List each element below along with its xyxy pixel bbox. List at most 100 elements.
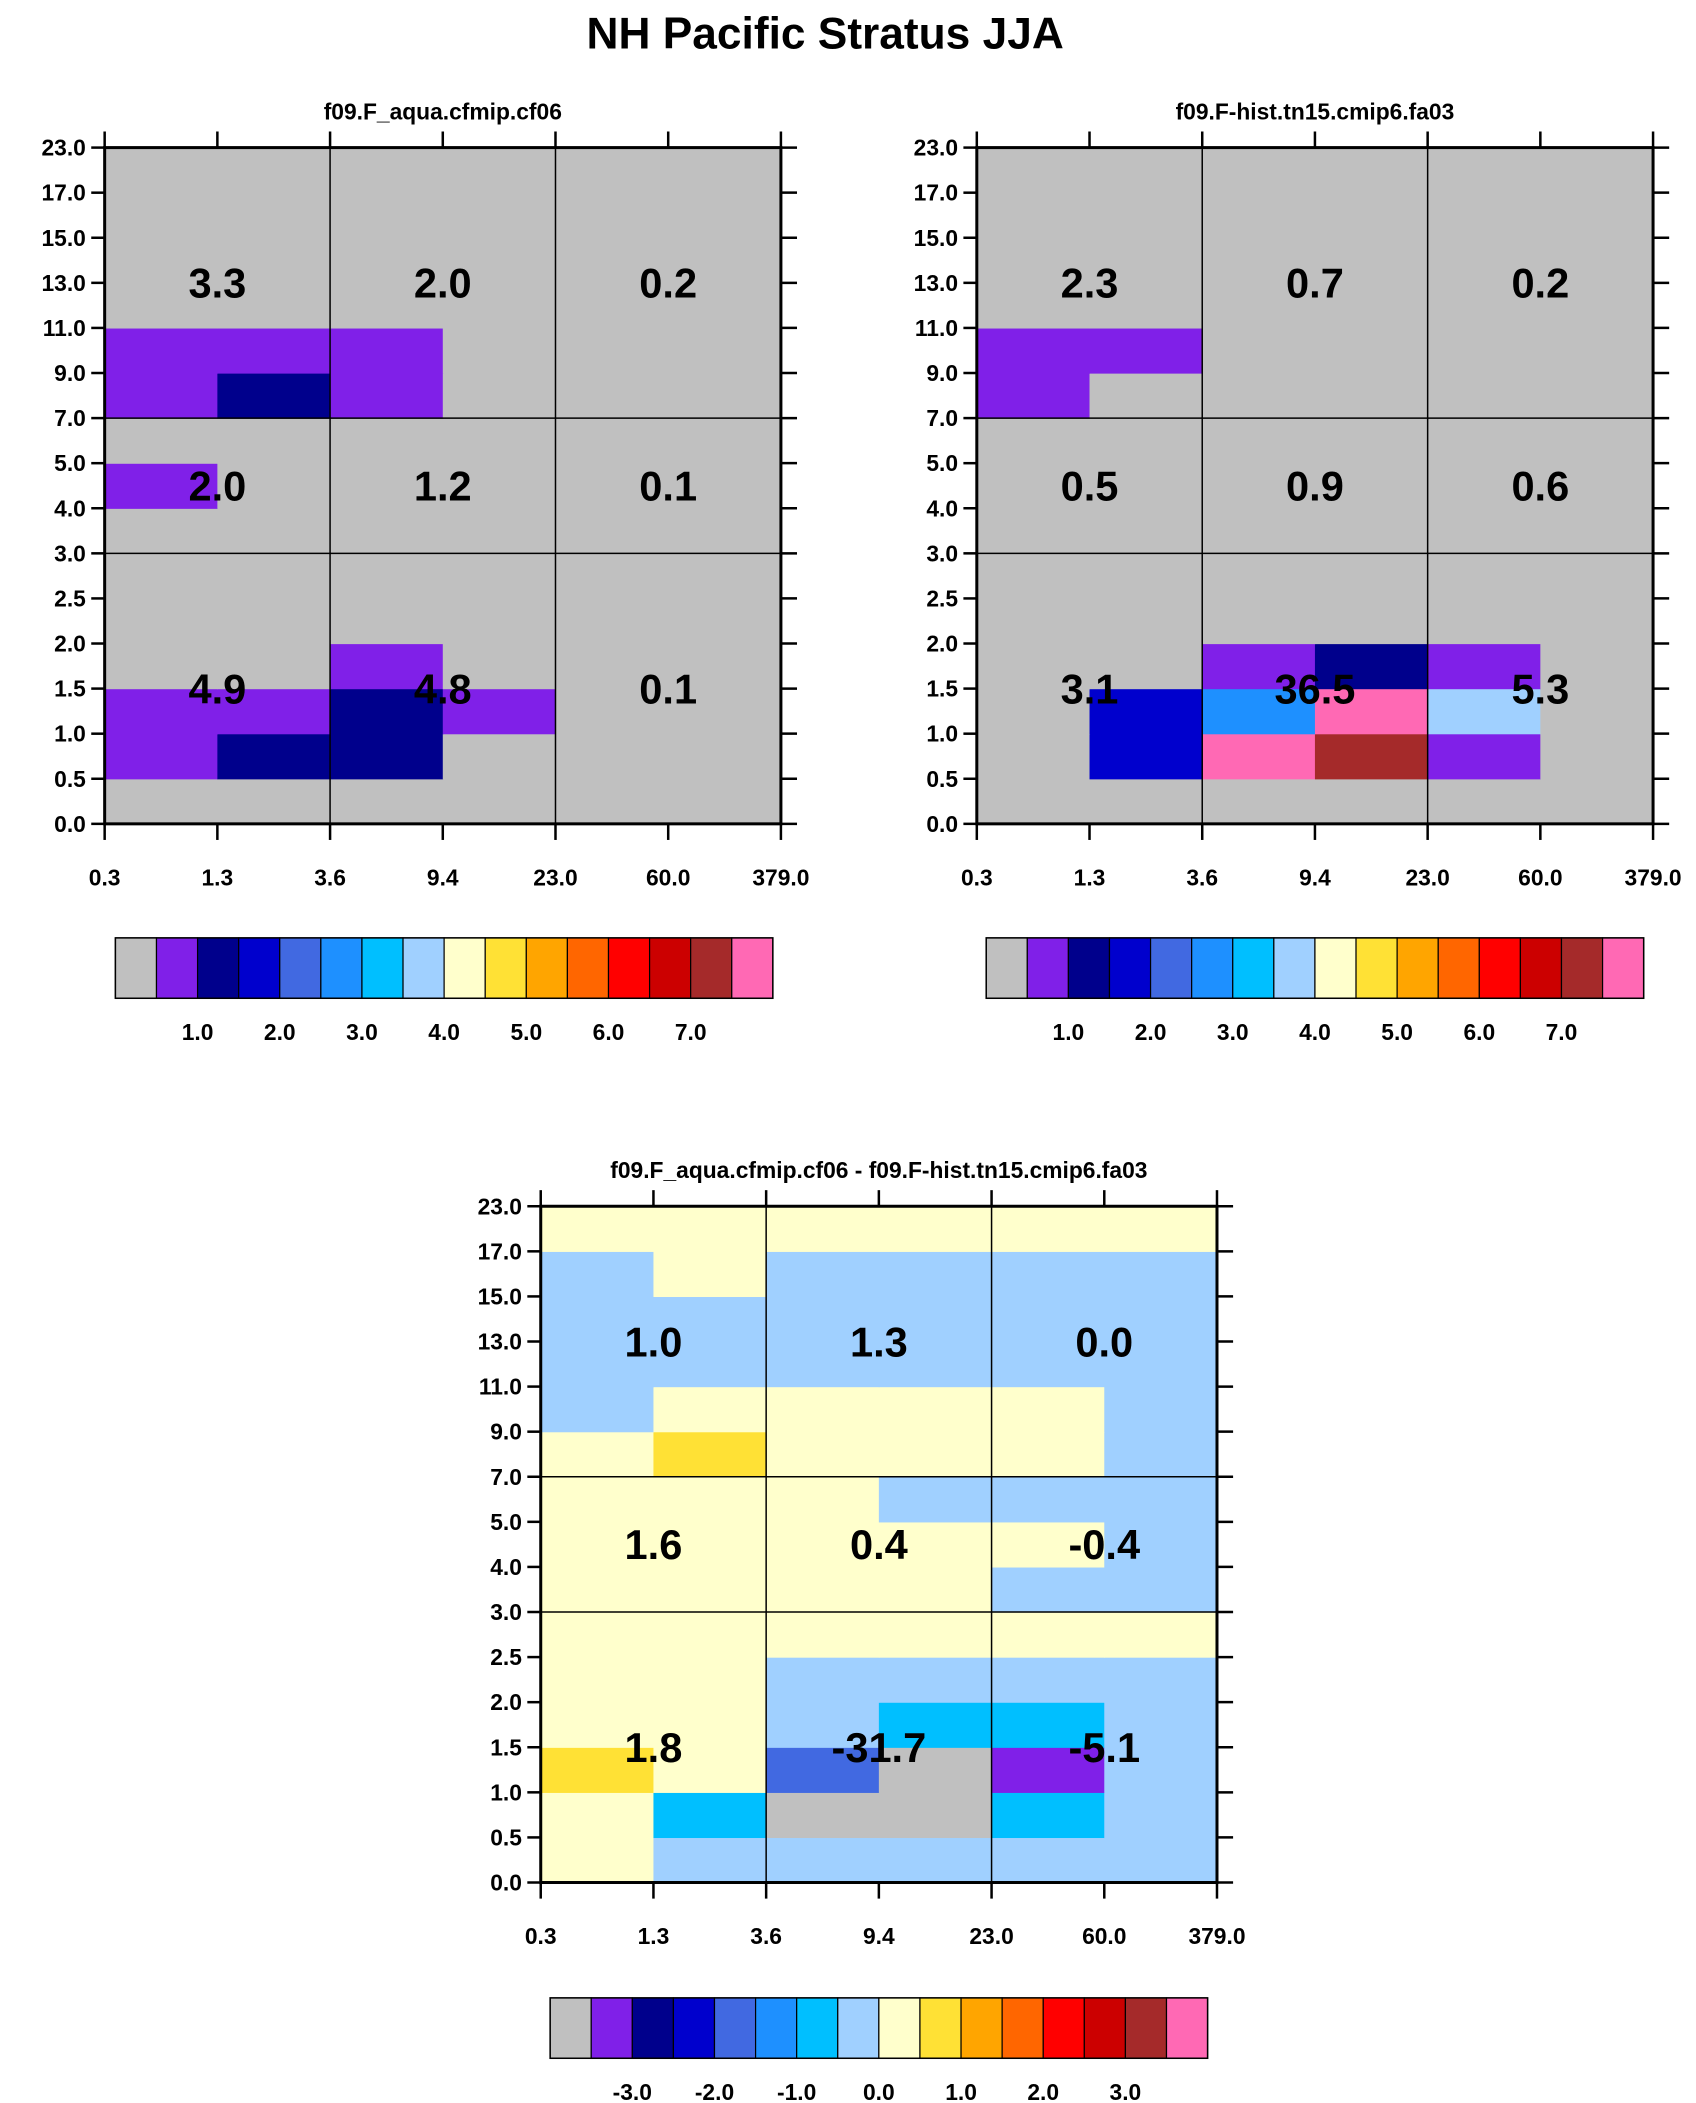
colorbar-box <box>919 1997 962 2059</box>
heatmap-cell <box>1540 463 1654 509</box>
heatmap-cell <box>766 1476 880 1523</box>
heatmap-cell <box>1104 1251 1218 1298</box>
colorbar-box <box>754 1997 798 2059</box>
colorbar-box <box>484 937 527 999</box>
heatmap-cell <box>878 1837 993 1884</box>
heatmap-cell <box>540 1657 655 1703</box>
heatmap-cell <box>878 1792 993 1839</box>
heatmap-cell <box>1540 327 1654 374</box>
heatmap-cell <box>653 1296 767 1343</box>
heatmap-cell <box>878 1566 993 1613</box>
heatmap-cell <box>1104 1702 1218 1748</box>
y-tick-label: 1.5 <box>54 676 86 702</box>
heatmap-cell <box>1104 1792 1218 1839</box>
colorbar-box <box>361 937 404 999</box>
heatmap-cell <box>1089 282 1203 329</box>
summary-value: 4.8 <box>414 665 472 712</box>
heatmap-cell <box>1314 282 1429 329</box>
y-tick-label: 0.5 <box>490 1824 522 1850</box>
y-tick-label: 7.0 <box>54 405 86 431</box>
x-tick-label: 1.3 <box>202 865 234 891</box>
heatmap-cell <box>1314 778 1429 825</box>
y-tick-label: 23.0 <box>478 1193 522 1219</box>
heatmap-cell <box>330 237 444 284</box>
heatmap-cell <box>555 553 669 600</box>
heatmap-cell <box>217 598 331 645</box>
colorbar-box <box>1273 937 1316 999</box>
colorbar-box <box>960 1997 1003 2059</box>
heatmap-cell <box>330 733 444 780</box>
colorbar-frame <box>985 937 1645 1000</box>
heatmap-cell <box>878 1251 993 1298</box>
colorbar-box <box>1165 1997 1209 2059</box>
heatmap-cell <box>653 1476 767 1523</box>
summary-value: 1.0 <box>625 1318 683 1365</box>
heatmap-cell <box>1540 237 1654 284</box>
x-tick-label: 60.0 <box>1082 1923 1126 1949</box>
y-tick-label: 23.0 <box>914 135 958 161</box>
heatmap-cell <box>330 778 444 825</box>
heatmap-cell <box>1314 147 1429 194</box>
heatmap-cell <box>878 1341 993 1388</box>
y-tick-label: 4.0 <box>926 495 958 521</box>
colorbar-label: 1.0 <box>945 2079 977 2103</box>
heatmap-cell <box>1089 192 1203 239</box>
heatmap-cell <box>653 1837 767 1884</box>
colorbar-box <box>1560 937 1604 999</box>
colorbar-label: -1.0 <box>777 2079 816 2103</box>
heatmap-cell <box>555 418 669 464</box>
heatmap-cell <box>668 327 782 374</box>
y-tick-label: 7.0 <box>926 405 958 431</box>
heatmap-cell <box>540 1612 655 1658</box>
heatmap-cell <box>217 508 331 554</box>
heatmap-cell <box>1540 778 1654 825</box>
heatmap-cell <box>104 688 218 735</box>
x-tick-label: 23.0 <box>1405 865 1449 891</box>
summary-value: 2.3 <box>1061 260 1119 307</box>
colorbar-box <box>320 937 363 999</box>
heatmap-cell <box>442 147 557 194</box>
heatmap-cell <box>540 1792 655 1839</box>
heatmap-cell <box>1104 1566 1218 1613</box>
heatmap-cell <box>540 1431 655 1478</box>
heatmap-cell <box>976 237 1091 284</box>
heatmap-cell <box>668 688 782 735</box>
heatmap-cell <box>217 643 331 690</box>
heatmap-cell <box>104 192 218 239</box>
colorbar-label: 0.0 <box>863 2079 895 2103</box>
heatmap-cell <box>991 1612 1105 1658</box>
heatmap-cell <box>1089 643 1203 690</box>
colorbar-frame <box>114 937 774 1000</box>
heatmap-cell <box>653 1431 767 1478</box>
heatmap-cell <box>1202 733 1316 780</box>
x-tick-label: 379.0 <box>752 865 809 891</box>
heatmap-cell <box>766 1792 880 1839</box>
heatmap-cell <box>1202 553 1316 600</box>
heatmap-cell <box>442 282 557 329</box>
heatmap-cell <box>1427 418 1541 464</box>
heatmap-cell <box>1202 327 1316 374</box>
heatmap-cell <box>330 688 444 735</box>
heatmap-cell <box>540 1296 655 1343</box>
colorbar-label: -2.0 <box>695 2079 734 2103</box>
heatmap-cell <box>1427 373 1541 419</box>
heatmap-cell <box>104 373 218 419</box>
x-tick-label: 3.6 <box>1186 865 1218 891</box>
y-tick-label: 17.0 <box>41 180 85 206</box>
x-tick-label: 0.3 <box>525 1923 557 1949</box>
y-tick-label: 2.5 <box>490 1644 522 1670</box>
colorbar-box <box>196 937 240 999</box>
colorbar-box <box>549 1997 592 2059</box>
heatmap-cell <box>766 1566 880 1613</box>
heatmap-cell <box>1202 598 1316 645</box>
heatmap-cell <box>668 463 782 509</box>
y-tick-label: 0.0 <box>926 811 958 837</box>
heatmap-cell <box>555 327 669 374</box>
heatmap-cell <box>104 327 218 374</box>
heatmap-cell <box>991 1476 1105 1523</box>
heatmap-cell <box>555 508 669 554</box>
heatmap-cell <box>976 192 1091 239</box>
heatmap-cell <box>1089 598 1203 645</box>
heatmap-cell <box>1104 1341 1218 1388</box>
colorbar-box <box>443 937 486 999</box>
